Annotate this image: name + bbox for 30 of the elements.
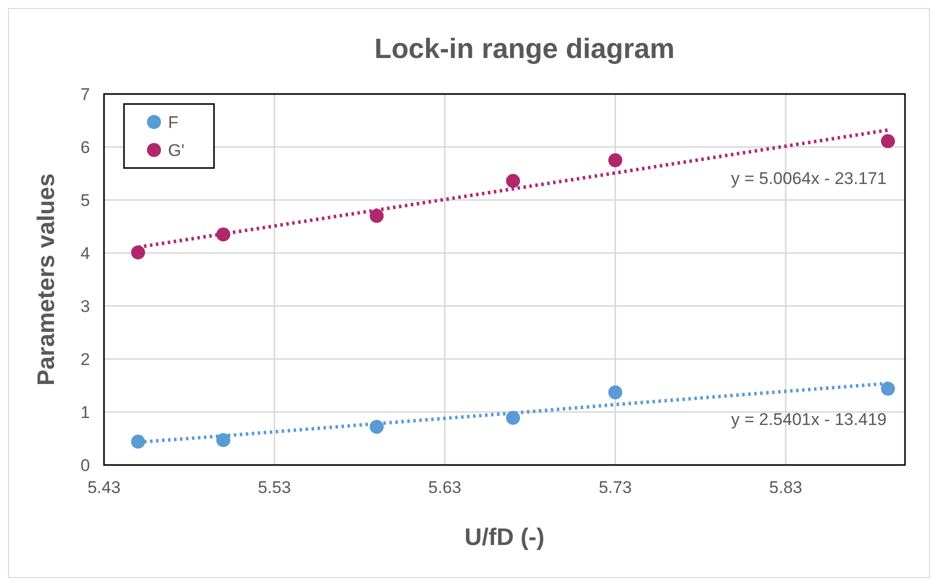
annotation: y = 5.0064x - 23.171 [731,168,887,188]
point [216,433,230,448]
y-tick-label: 0 [80,456,90,475]
point [880,134,895,148]
x-tick-label: 5.83 [769,478,802,497]
chart-title: Lock-in range diagram [374,33,675,64]
y-tick-label: 3 [80,297,90,316]
legend-label: F [168,113,178,132]
x-tick-label: 5.73 [598,478,632,497]
x-tick-label: 5.43 [87,478,121,497]
y-tick-label: 2 [80,350,90,369]
y-tick-label: 1 [80,403,90,422]
annotation: y = 2.5401x - 13.419 [731,410,887,429]
y-tick-label: 6 [80,138,90,157]
y-tick-label: 7 [80,85,90,104]
point [131,245,146,260]
point [608,153,622,168]
y-tick-label: 5 [80,191,90,210]
point [370,208,384,223]
point [506,174,520,188]
x-tick-label: 5.53 [258,478,291,497]
legend-label: G' [168,141,184,160]
y-axis-title: Parameters values [33,173,60,386]
point [608,385,622,400]
x-axis-title: U/fD (-) [464,524,544,551]
point [880,382,895,396]
point [506,410,520,425]
y-tick-label: 4 [80,244,90,263]
point [131,434,146,449]
x-tick-label: 5.63 [428,478,462,497]
